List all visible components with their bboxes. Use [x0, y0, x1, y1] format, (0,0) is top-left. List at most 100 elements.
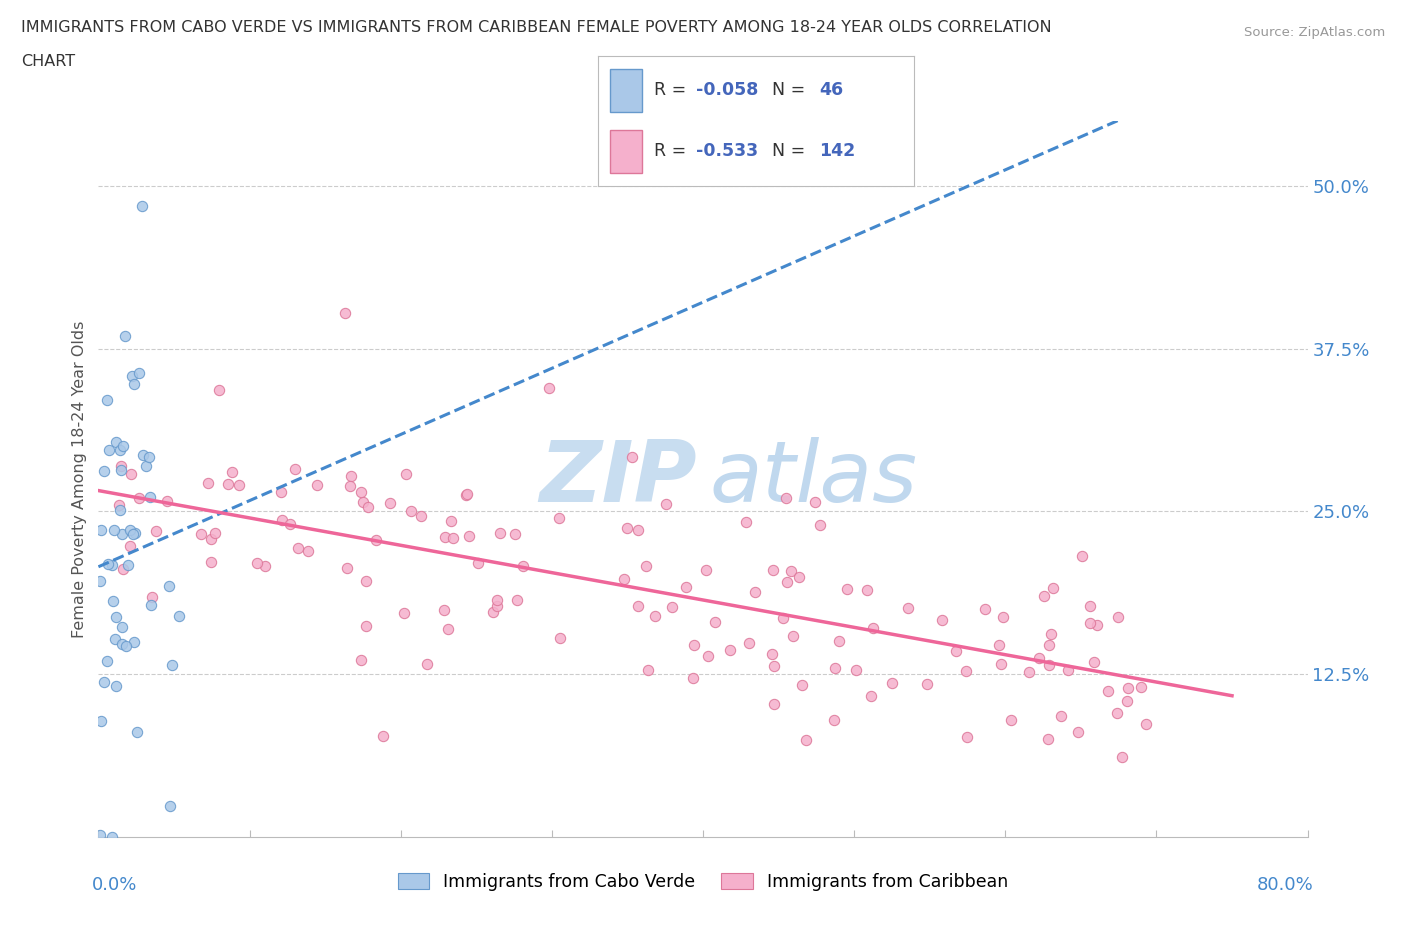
Point: [738, 635, 761, 650]
Point: [486, 593, 509, 608]
Point: [350, 485, 373, 499]
Point: [1039, 626, 1062, 641]
Point: [823, 713, 845, 728]
Point: [122, 634, 145, 649]
Point: [1070, 549, 1092, 564]
Point: [627, 599, 650, 614]
Point: [110, 637, 132, 652]
Point: [110, 502, 132, 517]
Point: [120, 467, 142, 482]
Text: R =: R =: [654, 81, 692, 100]
Point: [859, 688, 882, 703]
Point: [121, 369, 143, 384]
Point: [636, 558, 658, 573]
Point: [775, 490, 797, 505]
Point: [336, 561, 359, 576]
Point: [120, 522, 142, 537]
Point: [103, 522, 125, 537]
Point: [1116, 681, 1139, 696]
Point: [506, 592, 529, 607]
Point: [208, 382, 231, 397]
Point: [371, 728, 394, 743]
Point: [772, 610, 794, 625]
Point: [794, 733, 817, 748]
Point: [1111, 750, 1133, 764]
Point: [988, 637, 1011, 652]
Point: [548, 510, 571, 525]
Point: [297, 544, 319, 559]
Point: [880, 675, 903, 690]
Text: 80.0%: 80.0%: [1257, 876, 1313, 895]
Point: [776, 575, 799, 590]
Point: [138, 489, 160, 504]
Text: atlas: atlas: [709, 437, 917, 521]
Point: [856, 582, 879, 597]
Point: [441, 531, 464, 546]
Point: [1116, 694, 1139, 709]
Point: [110, 442, 132, 457]
Point: [111, 527, 134, 542]
Point: [108, 498, 131, 512]
Point: [761, 646, 783, 661]
Point: [824, 660, 846, 675]
Point: [253, 559, 276, 574]
Point: [718, 643, 741, 658]
Point: [1038, 638, 1060, 653]
Point: [1083, 655, 1105, 670]
Point: [661, 600, 683, 615]
Text: 142: 142: [818, 142, 855, 161]
Point: [197, 475, 219, 490]
Point: [271, 512, 294, 527]
Point: [110, 458, 132, 473]
Point: [655, 497, 678, 512]
Point: [537, 380, 560, 395]
Point: [122, 526, 145, 541]
Point: [98, 443, 121, 458]
Text: IMMIGRANTS FROM CABO VERDE VS IMMIGRANTS FROM CARIBBEAN FEMALE POVERTY AMONG 18-: IMMIGRANTS FROM CABO VERDE VS IMMIGRANTS…: [21, 20, 1052, 35]
Point: [683, 637, 706, 652]
Point: [1042, 581, 1064, 596]
Point: [862, 620, 884, 635]
Point: [467, 556, 489, 571]
Point: [763, 659, 786, 674]
Point: [488, 525, 510, 540]
Point: [1028, 651, 1050, 666]
Point: [270, 485, 292, 499]
Point: [1085, 618, 1108, 632]
Point: [973, 602, 995, 617]
Point: [704, 614, 727, 629]
Point: [333, 306, 356, 321]
Point: [101, 558, 124, 573]
Text: N =: N =: [772, 81, 810, 100]
Point: [1056, 662, 1078, 677]
Point: [354, 619, 377, 634]
Point: [217, 476, 239, 491]
Point: [808, 518, 831, 533]
Text: 0.0%: 0.0%: [93, 876, 138, 895]
Point: [357, 499, 380, 514]
Point: [637, 662, 659, 677]
FancyBboxPatch shape: [610, 130, 641, 173]
Point: [141, 590, 163, 604]
Point: [789, 570, 811, 585]
Point: [221, 464, 243, 479]
Point: [627, 523, 650, 538]
Point: [395, 467, 418, 482]
Point: [828, 633, 851, 648]
Point: [111, 619, 134, 634]
Point: [200, 532, 222, 547]
Point: [735, 514, 758, 529]
Point: [803, 495, 825, 510]
Point: [931, 613, 953, 628]
Point: [1000, 712, 1022, 727]
Point: [780, 563, 803, 578]
Point: [160, 658, 183, 672]
Point: [97, 556, 120, 571]
Point: [103, 593, 125, 608]
Point: [200, 554, 222, 569]
Point: [128, 365, 150, 380]
Point: [284, 461, 307, 476]
Point: [697, 648, 720, 663]
Text: ZIP: ZIP: [540, 437, 697, 521]
Point: [111, 439, 134, 454]
